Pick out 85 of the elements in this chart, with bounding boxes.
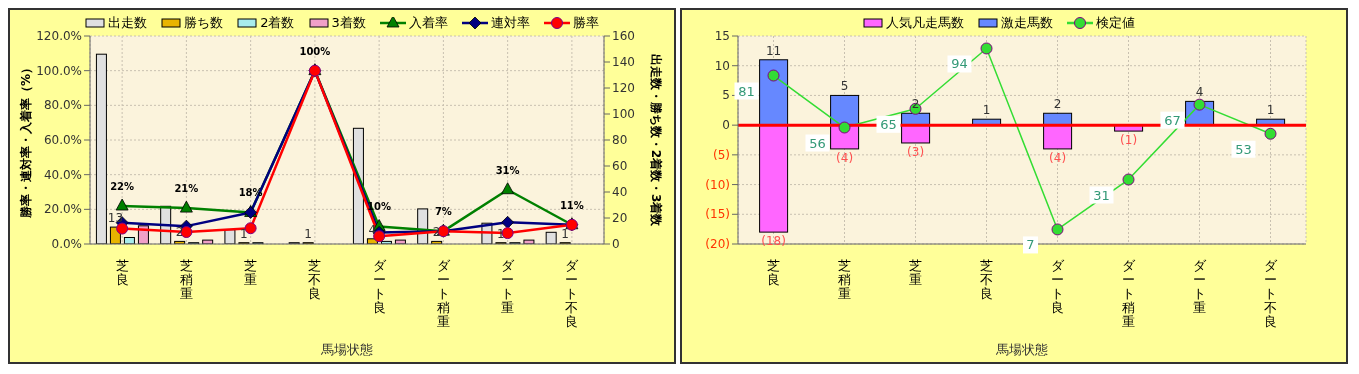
legend-label: 3着数 [330, 14, 366, 32]
x-tick-label: ダート重 [1193, 258, 1207, 315]
data-label: (18) [761, 234, 786, 249]
y2-tick-label: 100 [612, 107, 635, 121]
y2-tick-label: 20 [612, 211, 628, 225]
data-label: 21% [174, 183, 199, 195]
y-tick-label: (20) [705, 237, 730, 251]
x-tick-label: 芝良 [767, 258, 780, 287]
y2-tick-label: 40 [612, 185, 628, 199]
x-tick-label: 芝稍重 [179, 258, 193, 301]
x-tick-label: ダート不良 [565, 258, 580, 329]
legend-label: 2着数 [259, 14, 295, 32]
data-label: 53 [1235, 141, 1252, 157]
x-tick-label: ダート良 [1051, 258, 1065, 315]
y-axis-title: 勝率・連対率・入着率（%） [19, 61, 34, 220]
y-tick-label: 120.0% [36, 29, 82, 43]
data-label: 94 [951, 56, 968, 72]
x-tick-label: ダート不良 [1264, 258, 1278, 329]
y-tick-label: 5 [722, 88, 730, 103]
y-tick-label: (10) [705, 177, 730, 192]
data-label: 100% [299, 45, 331, 57]
data-label: 7% [434, 206, 452, 218]
data-label: 7 [1026, 237, 1035, 253]
data-label: 1 [240, 226, 248, 241]
data-label: 5 [840, 79, 849, 94]
data-label: 11% [559, 199, 584, 211]
data-label: 67 [1164, 112, 1181, 128]
y-tick-label: 15 [714, 29, 730, 43]
data-label: 1 [497, 226, 505, 241]
y2-axis-title: 出走数・勝ち数・2着数・3着数 [648, 53, 663, 228]
x-tick-label: 芝稍重 [838, 258, 851, 301]
data-label: 1 [561, 226, 569, 241]
y2-tick-label: 140 [612, 55, 635, 69]
x-tick-label: 芝重 [909, 258, 922, 287]
y-tick-label: 20.0% [43, 202, 82, 217]
x-tick-label: 芝不良 [308, 258, 322, 301]
x-tick-label: 芝良 [115, 258, 129, 287]
legend-label: 激走馬数 [1000, 14, 1053, 32]
y2-tick-label: 80 [612, 133, 628, 147]
data-label: 2 [432, 225, 441, 240]
data-label: (3) [907, 144, 925, 159]
y-tick-label: 10 [714, 58, 730, 73]
data-label: 56 [809, 135, 826, 151]
data-label: 1 [982, 103, 991, 118]
legend-label: 勝ち数 [183, 14, 224, 32]
legend-label: 出走数 [107, 14, 148, 32]
x-axis-title: 馬場状態 [995, 342, 1048, 357]
x-tick-label: 芝不良 [980, 258, 993, 301]
legend-label: 連対率 [489, 14, 530, 32]
data-label: 65 [880, 116, 897, 132]
y2-tick-label: 60 [612, 159, 628, 173]
data-label: (4) [1049, 150, 1067, 165]
data-label: 2 [1053, 97, 1062, 112]
data-label: (1) [1120, 133, 1138, 148]
x-tick-label: ダート良 [372, 258, 387, 315]
y2-tick-label: 160 [612, 29, 635, 43]
data-label: 31% [495, 164, 520, 176]
y-tick-label: (5) [713, 147, 730, 162]
y-tick-label: 0.0% [51, 237, 82, 251]
data-label: 13 [107, 211, 124, 226]
data-label: 4 [1195, 85, 1204, 100]
x-tick-label: ダート稍重 [1122, 258, 1136, 329]
legend-label: 検定値 [1095, 14, 1135, 32]
y-tick-label: 80.0% [43, 98, 82, 113]
y-tick-label: 40.0% [43, 167, 82, 182]
y-tick-label: 100.0% [36, 63, 82, 78]
data-label: 22% [110, 181, 135, 193]
data-label: (4) [836, 150, 854, 165]
x-tick-label: 芝重 [244, 258, 258, 287]
legend-label: 人気凡走馬数 [885, 14, 964, 32]
x-tick-label: ダート稍重 [436, 258, 451, 329]
x-tick-label: ダート重 [501, 258, 516, 315]
legend-label: 勝率 [571, 14, 599, 32]
data-label: 31 [1093, 187, 1110, 203]
y-tick-label: 60.0% [43, 133, 82, 147]
y2-tick-label: 120 [612, 81, 635, 95]
data-label: 81 [738, 83, 755, 99]
data-label: 1 [304, 226, 312, 241]
y-tick-label: (15) [705, 207, 730, 222]
legend-label: 入着率 [407, 14, 448, 32]
data-label: 11 [765, 43, 782, 58]
data-label: 1 [1266, 103, 1275, 118]
y2-tick-label: 0 [612, 237, 620, 251]
y-tick-label: 0 [722, 118, 730, 133]
x-axis-title: 馬場状態 [320, 342, 373, 357]
